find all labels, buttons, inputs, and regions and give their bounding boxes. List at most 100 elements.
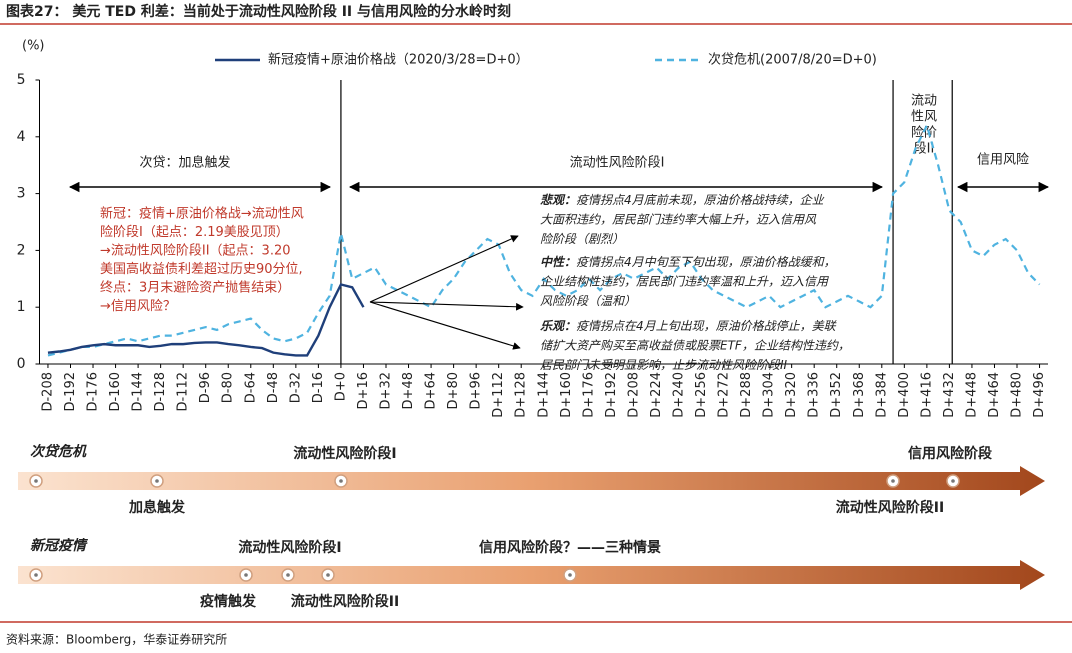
timeline-dot-core <box>891 479 895 483</box>
x-tick-label: D+160 <box>559 372 574 418</box>
scenario-arrow <box>369 235 519 303</box>
x-tick-label: D-16 <box>311 372 326 403</box>
scenario-arrow <box>369 301 524 311</box>
scenario-note: 乐观：疫情拐点在4月上旬出现，原油价格战停止，美联 <box>540 319 838 333</box>
covid-note: 终点：3月末避险资产抛售结束） <box>100 280 290 296</box>
scenario-text: 居民部门未受明显影响，止步流动性风险阶段II <box>540 358 788 372</box>
phase-label: 流动 <box>911 94 937 109</box>
x-tick-label: D+272 <box>717 372 732 418</box>
scenario-note: 悲观：疫情拐点4月底前未现，原油价格战持续，企业 <box>540 193 825 207</box>
scenario-text: 大面积违约，居民部门违约率大幅上升，迈入信用风 <box>540 212 817 226</box>
phase-label: 段II <box>914 142 935 157</box>
timeline-dot-core <box>155 479 159 483</box>
timeline-event: 疫情触发 <box>200 593 257 610</box>
x-tick-label: D+464 <box>987 372 1002 418</box>
phase-label: 性风 <box>911 110 937 125</box>
x-tick-label: D+208 <box>626 372 641 418</box>
timeline-dot-core <box>568 573 572 577</box>
x-tick-label: D+240 <box>671 372 686 418</box>
x-tick-label: D+416 <box>919 372 934 418</box>
x-tick-label: D-208 <box>40 372 55 412</box>
x-tick-label: D+448 <box>964 372 979 418</box>
legend-label: 次贷危机(2007/8/20=D+0) <box>708 52 877 68</box>
scenario-text: 企业结构性违约，居民部门违约率温和上升，迈入信用 <box>540 274 829 288</box>
x-tick-label: D+224 <box>649 372 664 418</box>
timeline-event: 信用风险阶段 <box>908 445 992 462</box>
x-tick-label: D+368 <box>852 372 867 418</box>
x-tick-label: D+32 <box>378 372 393 409</box>
x-tick-label: D-128 <box>153 372 168 412</box>
x-tick-label: D+320 <box>784 372 799 418</box>
x-tick-label: D+304 <box>762 372 777 418</box>
scenario-note: 险阶段（剧烈） <box>540 232 624 246</box>
scenario-text: 疫情拐点在4月上旬出现，原油价格战停止，美联 <box>576 319 838 333</box>
timeline-event: 流动性风险阶段I <box>293 445 396 462</box>
x-tick-label: D+480 <box>1010 372 1025 418</box>
x-tick-label: D+192 <box>604 372 619 418</box>
phase-label: 信用风险 <box>977 153 1029 168</box>
timeline-event: 加息触发 <box>128 499 186 516</box>
x-tick-label: D-176 <box>86 372 101 412</box>
x-tick-label: D+128 <box>514 372 529 418</box>
timeline-event: 流动性风险阶段II <box>836 499 944 516</box>
scenario-text: 风险阶段（温和） <box>540 294 636 308</box>
scenario-note: 居民部门未受明显影响，止步流动性风险阶段II <box>540 358 788 372</box>
x-tick-label: D-144 <box>131 372 146 412</box>
y-tick-label: 0 <box>17 356 26 372</box>
scenario-arrow <box>369 301 521 350</box>
x-tick-label: D-112 <box>176 372 191 412</box>
x-tick-label: D-32 <box>288 372 303 403</box>
scenario-note: 中性：疫情拐点4月中旬至下旬出现，原油价格战缓和， <box>540 255 836 269</box>
scenario-note: 风险阶段（温和） <box>540 294 636 308</box>
x-tick-label: D+96 <box>469 372 484 409</box>
covid-note: 美国高收益债利差超过历史90分位, <box>100 261 303 277</box>
x-tick-label: D+80 <box>446 372 461 409</box>
y-axis-label: (%) <box>22 39 45 54</box>
scenario-text: 险阶段（剧烈） <box>540 232 624 246</box>
x-tick-label: D-48 <box>266 372 281 403</box>
scenario-label: 中性： <box>540 255 576 269</box>
x-tick-label: D+64 <box>424 372 439 409</box>
timeline-dot-core <box>339 479 343 483</box>
title: 图表27： 美元 TED 利差：当前处于流动性风险阶段 II 与信用风险的分水岭… <box>6 3 511 20</box>
x-tick-label: D-96 <box>198 372 213 403</box>
x-tick-label: D+16 <box>356 372 371 409</box>
y-tick-label: 4 <box>17 129 26 145</box>
scenario-text: 疫情拐点4月底前未现，原油价格战持续，企业 <box>576 193 825 207</box>
x-tick-label: D+400 <box>897 372 912 418</box>
x-tick-label: D-192 <box>63 372 78 412</box>
x-tick-label: D+112 <box>491 372 506 418</box>
series-line <box>47 283 365 357</box>
covid-note: 险阶段I（起点：2.19美股见顶） <box>100 225 289 240</box>
covid-note: →流动性风险阶段II（起点：3.20 <box>100 244 291 259</box>
x-tick-label: D-80 <box>221 372 236 403</box>
scenario-note: 大面积违约，居民部门违约率大幅上升，迈入信用风 <box>540 212 817 226</box>
phase-label: 险阶 <box>911 126 937 141</box>
x-tick-label: D-64 <box>243 372 258 403</box>
timeline-dot-core <box>34 573 38 577</box>
x-tick-label: D+144 <box>536 372 551 418</box>
timeline-dot-core <box>244 573 248 577</box>
timeline-arrow <box>18 560 1045 590</box>
timeline-event: 流动性风险阶段I <box>238 539 341 556</box>
timeline-arrow <box>18 466 1045 496</box>
scenario-text: 储扩大资产购买至高收益债或股票ETF，企业结构性违约， <box>540 338 850 352</box>
timeline-title: 新冠疫情 <box>30 537 89 554</box>
scenario-label: 乐观： <box>540 319 576 333</box>
timeline-title: 次贷危机 <box>30 443 87 460</box>
legend-label: 新冠疫情+原油价格战（2020/3/28=D+0） <box>268 52 529 68</box>
x-tick-label: D+0 <box>333 372 348 401</box>
x-tick-label: D-160 <box>108 372 123 412</box>
y-tick-label: 3 <box>17 186 26 202</box>
x-tick-label: D+336 <box>807 372 822 418</box>
x-tick-label: D+176 <box>581 372 596 418</box>
phase-label: 流动性风险阶段I <box>570 156 665 171</box>
timeline-event: 流动性风险阶段II <box>291 593 399 610</box>
y-tick-label: 5 <box>17 72 26 88</box>
covid-note: →信用风险？ <box>100 299 176 314</box>
timeline-dot-core <box>286 573 290 577</box>
timeline-dot-core <box>951 479 955 483</box>
scenario-note: 企业结构性违约，居民部门违约率温和上升，迈入信用 <box>540 274 829 288</box>
x-tick-label: D+496 <box>1032 372 1047 418</box>
scenario-label: 悲观： <box>540 193 576 207</box>
